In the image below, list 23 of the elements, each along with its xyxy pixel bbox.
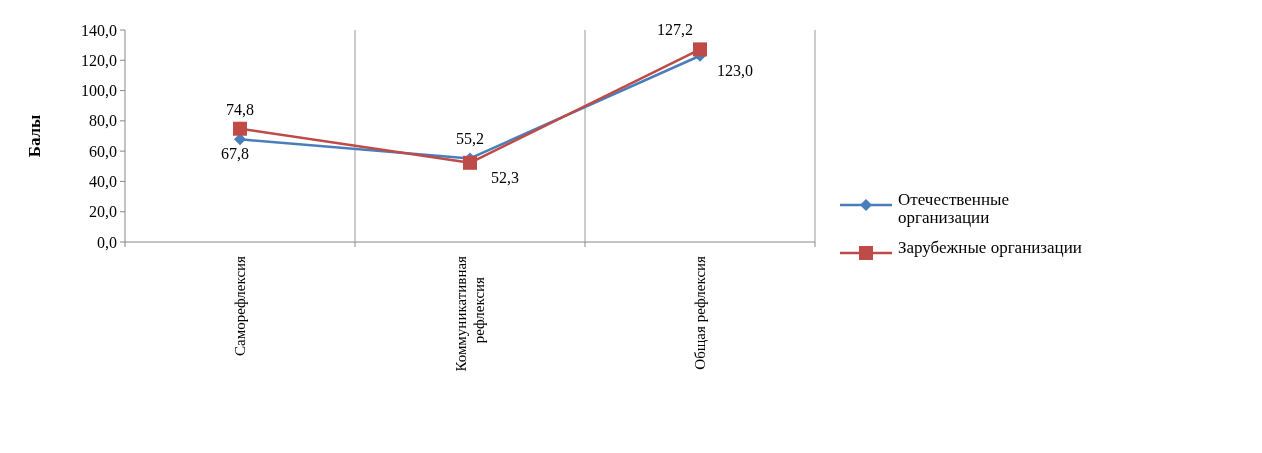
data-label: 55,2 [456, 130, 484, 148]
point [693, 42, 707, 57]
data-label: 52,3 [491, 168, 519, 186]
data-label: 123,0 [717, 61, 753, 79]
point [463, 155, 477, 170]
data-label: 67,8 [221, 145, 249, 163]
y-tick-label: 40,0 [89, 173, 117, 191]
y-tick-label: 60,0 [89, 142, 117, 160]
y-tick-label: 20,0 [89, 203, 117, 221]
y-tick-label: 0,0 [97, 233, 117, 251]
y-tick-label: 120,0 [81, 51, 117, 69]
y-axis-title: Балы [25, 114, 44, 158]
y-tick-label: 80,0 [89, 112, 117, 130]
point [233, 121, 247, 136]
data-label: 74,8 [226, 100, 254, 118]
y-tick-label: 100,0 [81, 82, 117, 100]
data-label: 127,2 [657, 21, 693, 39]
legend-label: Зарубежные организации [898, 238, 1082, 257]
x-tick-label: Коммуникативная рефлексия [453, 255, 487, 372]
y-tick-label: 140,0 [81, 21, 117, 39]
x-tick-label: Общая рефлексия [692, 255, 708, 370]
legend-label: Отечественные организации [898, 190, 1009, 227]
x-tick-label: Саморефлексия [232, 255, 248, 356]
